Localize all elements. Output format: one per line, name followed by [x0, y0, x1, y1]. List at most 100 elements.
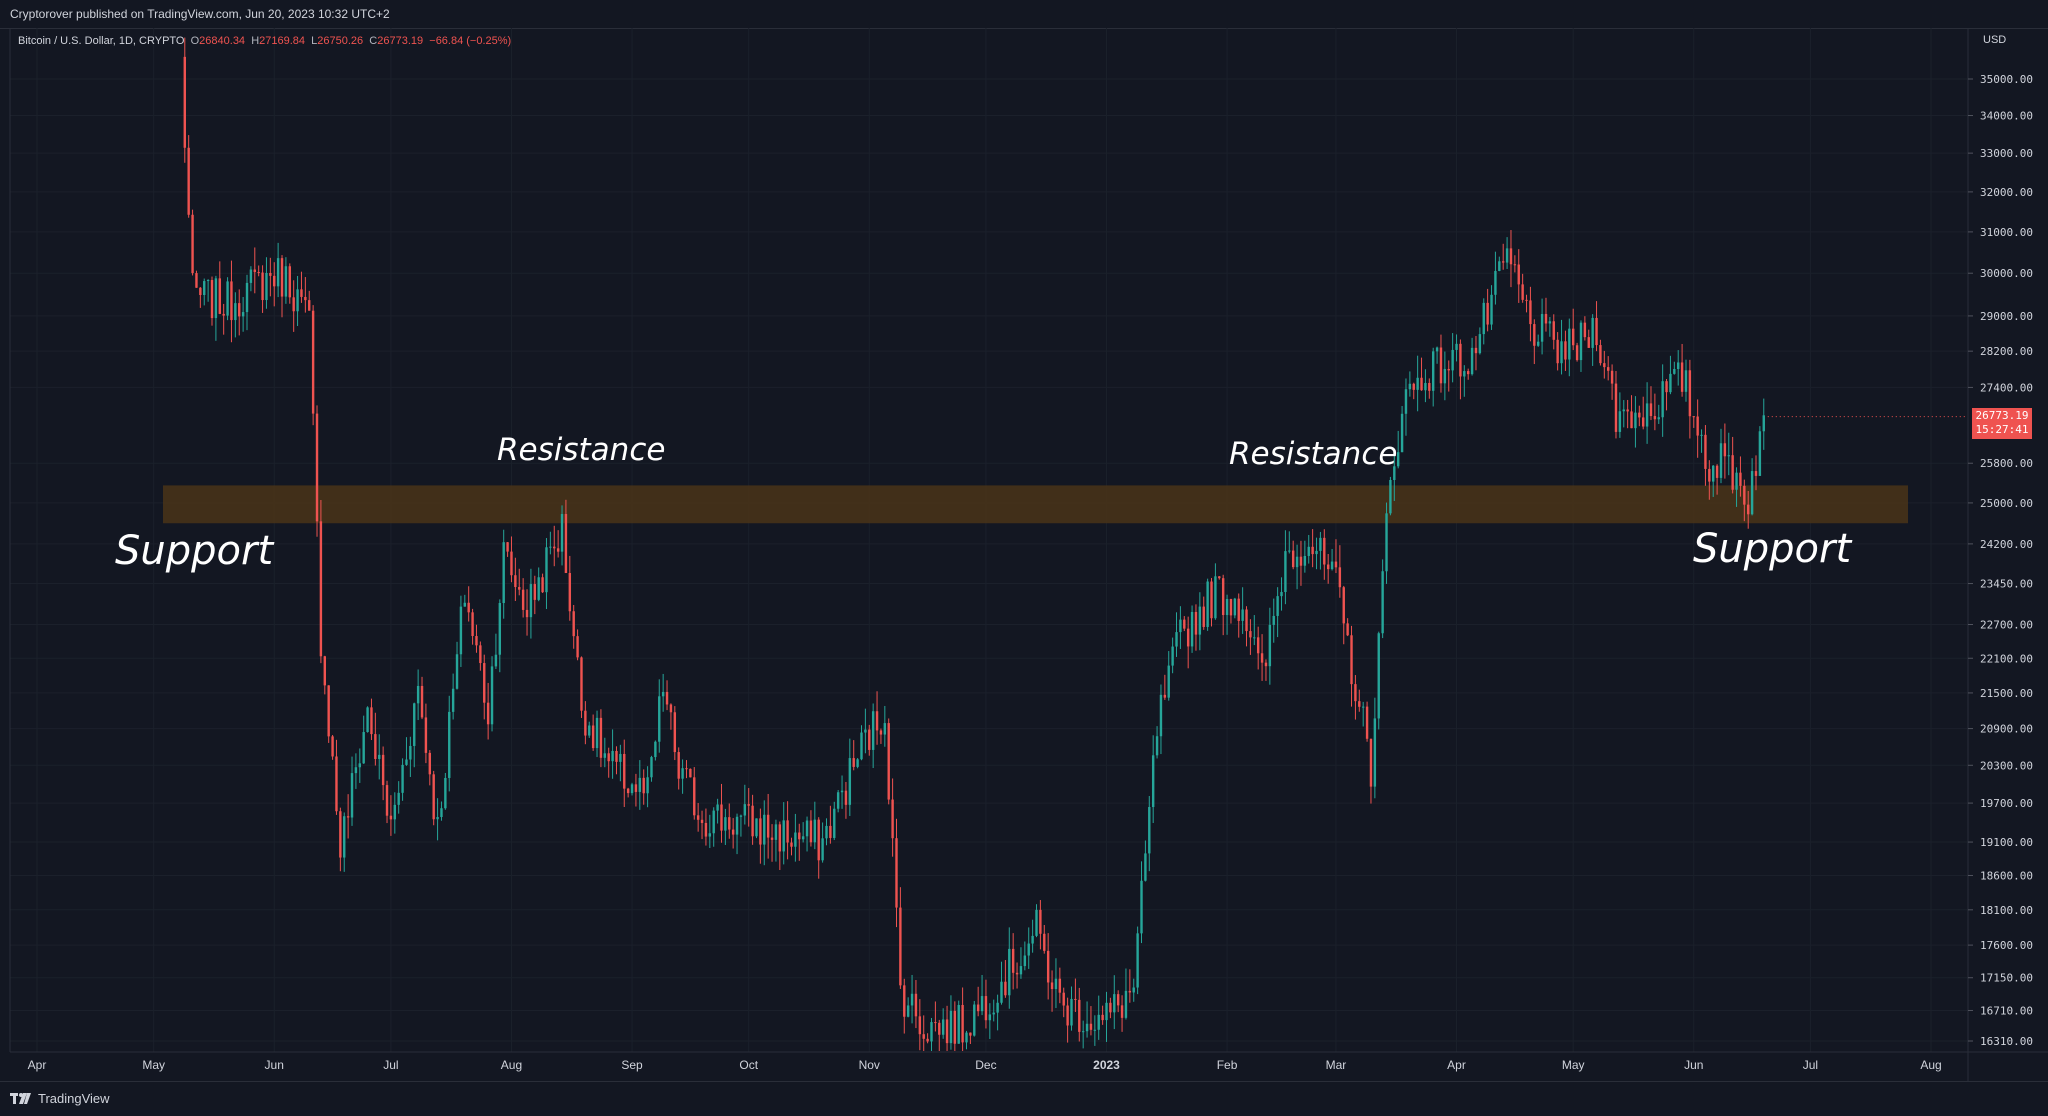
candle-body [1622, 409, 1625, 412]
candle-body [1206, 581, 1209, 627]
candle-body [253, 269, 256, 273]
candle-body [1610, 370, 1614, 384]
candle-body [1124, 990, 1128, 1018]
candle-body [494, 654, 498, 667]
candle-body [1688, 370, 1692, 417]
candle-body [393, 804, 397, 820]
candle-body [1116, 994, 1120, 1006]
candle-body [1256, 637, 1260, 654]
candle-body [899, 907, 902, 986]
candle-body [1474, 347, 1478, 354]
candle-body [203, 281, 206, 296]
candle-body [747, 804, 750, 806]
price-tick-label: 24200.00 [1980, 538, 2033, 551]
candle-body [1641, 417, 1645, 427]
candle-body [1179, 619, 1182, 633]
chart-grid [9, 28, 1968, 1052]
currency-label[interactable]: USD [1983, 34, 2007, 46]
candle-body [1649, 403, 1653, 417]
candle-body [448, 711, 451, 778]
candle-body [1638, 412, 1641, 418]
candle-body [809, 820, 813, 843]
candle-body [1046, 950, 1050, 983]
candle-body [1396, 452, 1400, 467]
price-tick-label: 33000.00 [1980, 147, 2033, 160]
time-tick-label: Sep [621, 1058, 643, 1072]
candle-body [1606, 367, 1610, 371]
last-price-tag: 26773.19 15:27:41 [1972, 408, 2032, 439]
candle-body [1501, 261, 1505, 263]
candle-body [712, 810, 715, 834]
candle-body [483, 663, 486, 703]
candle-body [1159, 694, 1163, 737]
candle-body [1630, 411, 1633, 429]
candle-body [1253, 637, 1256, 639]
time-tick-label: Dec [975, 1058, 996, 1072]
candle-body [1645, 403, 1649, 427]
candle-body [1268, 624, 1272, 667]
candle-body [677, 752, 680, 779]
candle-body [556, 548, 560, 552]
candle-body [432, 774, 435, 820]
candle-body [238, 303, 241, 317]
candle-body [206, 280, 210, 282]
countdown-timer: 15:27:41 [1975, 423, 2029, 436]
candle-body [545, 547, 548, 593]
candle-body [335, 756, 338, 812]
candle-body [1186, 628, 1190, 647]
candle-body [1128, 990, 1132, 993]
candle-body [724, 817, 727, 831]
candle-body [871, 711, 875, 750]
candle-body [514, 575, 517, 588]
candle-body [836, 792, 840, 809]
candle-body [1155, 736, 1159, 756]
candle-body [1521, 284, 1524, 300]
candle-body [1560, 341, 1563, 364]
tradingview-brand[interactable]: TradingView [10, 1091, 110, 1106]
candle-body [588, 725, 591, 736]
candle-body [1400, 413, 1404, 453]
candle-body [1015, 972, 1019, 975]
candle-body [1408, 383, 1412, 390]
time-tick-label: Aug [1920, 1058, 1941, 1072]
candle-body [199, 287, 202, 296]
candle-body [984, 996, 988, 1021]
candle-body [1113, 994, 1116, 1013]
candle-body [638, 777, 642, 792]
price-axis-ticks: 35000.00 34000.00 33000.00 32000.00 31000.00… [1968, 73, 2033, 1048]
candle-body [257, 272, 260, 274]
candle-body [521, 589, 525, 610]
candle-body [1451, 349, 1454, 371]
candle-body [498, 603, 502, 655]
candle-body [1105, 1002, 1108, 1021]
candle-body [961, 1004, 964, 1043]
candle-body [728, 817, 731, 830]
candle-body [1183, 619, 1186, 629]
candle-body [1544, 313, 1548, 324]
price-tick-label: 18100.00 [1980, 904, 2033, 917]
time-tick-label: Feb [1217, 1058, 1238, 1072]
symbol-name[interactable]: Bitcoin / U.S. Dollar, 1D, CRYPTO [18, 35, 185, 47]
candle-body [381, 754, 385, 786]
candle-body [1326, 564, 1330, 570]
publisher-header: Cryptorover published on TradingView.com… [0, 0, 2048, 29]
candle-body [1552, 321, 1555, 340]
candle-body [1412, 383, 1415, 390]
time-tick-label: Apr [28, 1058, 47, 1072]
candle-body [300, 289, 303, 297]
candle-body [486, 702, 490, 725]
candle-body [696, 815, 700, 820]
close-label: C [369, 35, 378, 47]
candle-body [790, 842, 793, 847]
price-tick-label: 25800.00 [1980, 457, 2033, 470]
candle-body [269, 272, 272, 276]
candle-body [1311, 546, 1314, 555]
brand-label: TradingView [38, 1091, 110, 1106]
price-tick-label: 17150.00 [1980, 972, 2033, 985]
candle-body [1210, 581, 1213, 619]
candle-body [1529, 300, 1532, 325]
candle-body [183, 56, 186, 148]
candle-body [1463, 371, 1466, 377]
candle-body [1424, 382, 1427, 391]
